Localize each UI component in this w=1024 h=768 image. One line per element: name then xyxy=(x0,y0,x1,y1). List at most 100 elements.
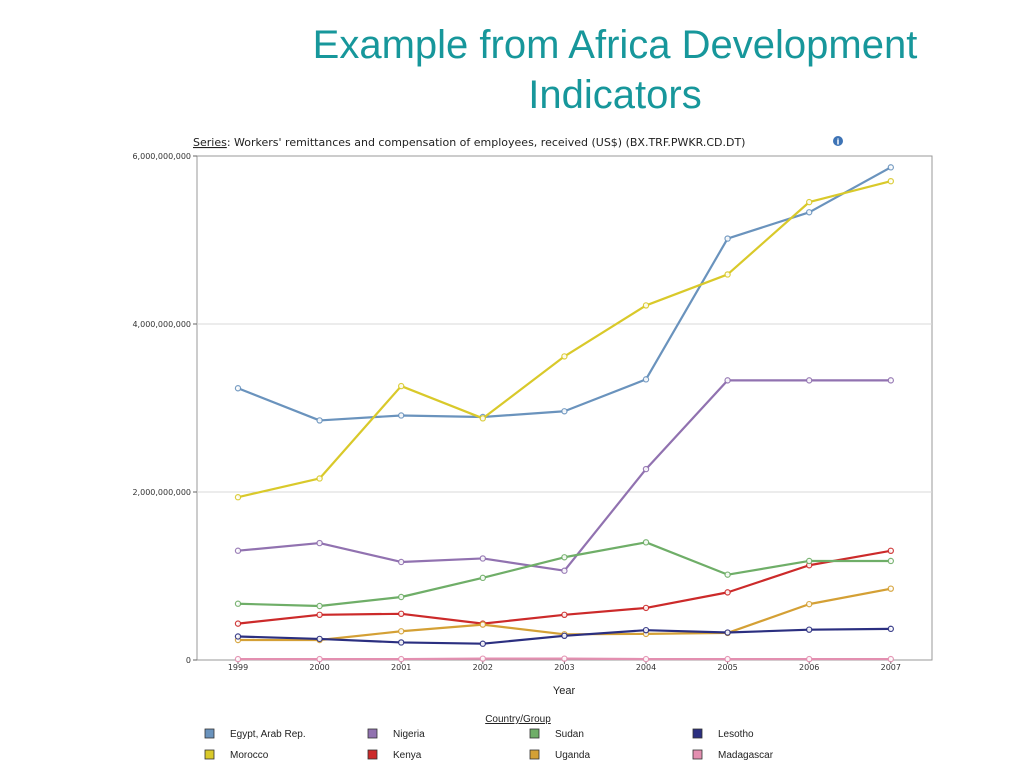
data-point[interactable] xyxy=(724,271,731,278)
legend-item-uganda[interactable]: Uganda xyxy=(529,749,590,761)
legend-item-lesotho[interactable]: Lesotho xyxy=(692,728,754,740)
data-point[interactable] xyxy=(398,628,405,635)
data-point[interactable] xyxy=(316,655,323,663)
data-point[interactable] xyxy=(398,639,405,646)
legend-label: Morocco xyxy=(230,750,269,761)
data-point[interactable] xyxy=(806,600,813,608)
data-point[interactable] xyxy=(724,377,731,384)
grid-layer xyxy=(197,323,932,493)
data-point[interactable] xyxy=(806,557,813,565)
data-point[interactable] xyxy=(724,571,731,578)
data-point[interactable] xyxy=(724,655,731,663)
legend-item-sudan[interactable]: Sudan xyxy=(529,728,584,740)
data-point[interactable] xyxy=(316,475,323,482)
legend-swatch xyxy=(367,728,378,739)
data-point[interactable] xyxy=(806,209,813,216)
data-point[interactable] xyxy=(724,629,731,636)
data-point[interactable] xyxy=(561,632,568,640)
series-label-link[interactable]: Series xyxy=(193,136,227,149)
data-point[interactable] xyxy=(887,164,895,171)
legend: Egypt, Arab Rep. Morocco Nigeria Kenya Sudan… xyxy=(204,728,774,761)
series-madagascar xyxy=(234,655,895,663)
data-point[interactable] xyxy=(887,655,895,663)
data-point[interactable] xyxy=(724,589,731,596)
data-point[interactable] xyxy=(398,412,405,419)
data-point[interactable] xyxy=(642,539,650,546)
y-tick-label: 6,000,000,000 xyxy=(132,152,191,161)
data-point[interactable] xyxy=(561,554,568,561)
data-point[interactable] xyxy=(234,547,242,554)
data-point[interactable] xyxy=(887,625,895,633)
data-point[interactable] xyxy=(479,655,486,662)
legend-label: Madagascar xyxy=(718,750,774,761)
legend-swatch xyxy=(367,749,378,760)
legend-swatch xyxy=(692,749,703,760)
legend-label: Nigeria xyxy=(393,729,425,740)
data-point[interactable] xyxy=(316,417,323,424)
plot-frame xyxy=(196,155,933,661)
data-point[interactable] xyxy=(887,557,895,565)
data-point[interactable] xyxy=(887,177,895,185)
data-point[interactable] xyxy=(234,600,242,607)
data-point[interactable] xyxy=(887,585,895,592)
data-point[interactable] xyxy=(642,376,650,383)
svg-text:i: i xyxy=(837,138,840,147)
data-point[interactable] xyxy=(398,593,405,601)
data-point[interactable] xyxy=(887,547,895,555)
data-point[interactable] xyxy=(642,302,650,309)
data-point[interactable] xyxy=(234,655,242,663)
data-point[interactable] xyxy=(234,385,242,392)
legend-item-egypt-arab-rep[interactable]: Egypt, Arab Rep. xyxy=(204,728,306,740)
data-point[interactable] xyxy=(642,465,650,473)
data-point[interactable] xyxy=(642,655,650,663)
data-point[interactable] xyxy=(234,633,242,640)
legend-item-madagascar[interactable]: Madagascar xyxy=(692,749,774,761)
x-tick-label: 2006 xyxy=(799,663,819,672)
data-point[interactable] xyxy=(806,377,813,384)
data-point[interactable] xyxy=(561,408,568,415)
data-point[interactable] xyxy=(234,494,242,501)
data-point[interactable] xyxy=(398,558,405,566)
data-point[interactable] xyxy=(479,574,486,582)
data-point[interactable] xyxy=(398,655,405,663)
data-point[interactable] xyxy=(316,539,323,547)
legend-item-nigeria[interactable]: Nigeria xyxy=(367,728,425,740)
data-point[interactable] xyxy=(398,382,405,390)
data-point[interactable] xyxy=(479,555,486,562)
data-point[interactable] xyxy=(234,620,242,627)
data-point[interactable] xyxy=(561,655,568,662)
data-point[interactable] xyxy=(642,604,650,612)
x-tick-label: 2007 xyxy=(881,663,901,672)
series-kenya xyxy=(234,547,895,627)
x-tick-label: 2003 xyxy=(554,663,574,672)
data-point[interactable] xyxy=(479,640,486,647)
series-lesotho xyxy=(234,625,895,647)
slide-title: Example from Africa Development Indicato… xyxy=(230,20,1000,120)
data-point[interactable] xyxy=(642,626,650,634)
data-point[interactable] xyxy=(561,567,568,574)
data-point[interactable] xyxy=(806,198,813,206)
data-point[interactable] xyxy=(479,621,486,628)
data-point[interactable] xyxy=(561,611,568,619)
x-tick-label: 1999 xyxy=(228,663,248,672)
x-tick-label: 2002 xyxy=(473,663,493,672)
series-sudan xyxy=(234,539,895,610)
legend-item-morocco[interactable]: Morocco xyxy=(204,749,269,761)
info-icon[interactable]: i xyxy=(833,136,843,147)
data-point[interactable] xyxy=(561,353,568,360)
legend-label: Kenya xyxy=(393,750,422,761)
legend-label: Sudan xyxy=(555,729,584,740)
legend-swatch xyxy=(692,728,703,739)
data-point[interactable] xyxy=(806,626,813,633)
data-point[interactable] xyxy=(398,610,405,618)
y-axis: 0 2,000,000,000 4,000,000,000 6,000,000,000 xyxy=(132,152,197,665)
data-point[interactable] xyxy=(316,635,323,643)
data-point[interactable] xyxy=(316,602,323,610)
legend-item-kenya[interactable]: Kenya xyxy=(367,749,422,761)
data-point[interactable] xyxy=(479,415,486,422)
slide-title-line-2: Indicators xyxy=(528,73,702,117)
data-point[interactable] xyxy=(887,377,895,384)
data-point[interactable] xyxy=(724,235,731,242)
data-point[interactable] xyxy=(316,611,323,619)
data-point[interactable] xyxy=(806,655,813,663)
